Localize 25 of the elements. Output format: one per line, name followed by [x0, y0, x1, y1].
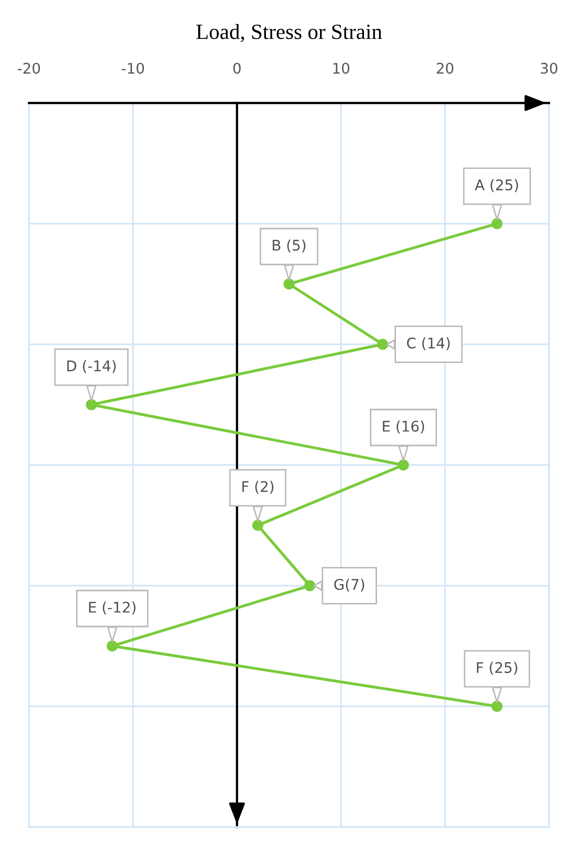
data-label: E (16) — [382, 420, 424, 434]
x-tick-label: 0 — [233, 62, 241, 74]
point — [86, 399, 97, 410]
x-tick-label: -20 — [18, 62, 40, 74]
point — [398, 459, 409, 471]
data-label: F (25) — [476, 662, 518, 675]
data-label: D (-14) — [67, 360, 116, 374]
data-label: B (5) — [272, 239, 306, 252]
point — [377, 338, 388, 350]
point — [283, 278, 295, 290]
x-tick-label: 20 — [436, 62, 454, 74]
data-label: G(7) — [334, 578, 364, 592]
point — [491, 700, 503, 712]
data-label: C (14) — [407, 337, 450, 350]
point — [252, 520, 264, 531]
x-axis-title: Load, Stress or Strain — [196, 24, 382, 42]
point — [491, 218, 503, 230]
data-label: F (2) — [242, 480, 274, 494]
x-tick-label: 10 — [333, 62, 350, 74]
x-tick-label: 30 — [540, 62, 558, 74]
point — [106, 640, 118, 652]
point — [304, 580, 316, 592]
data-label: A (25) — [474, 179, 518, 192]
x-tick-label: -10 — [122, 62, 144, 74]
data-label: E (-12) — [89, 601, 136, 614]
